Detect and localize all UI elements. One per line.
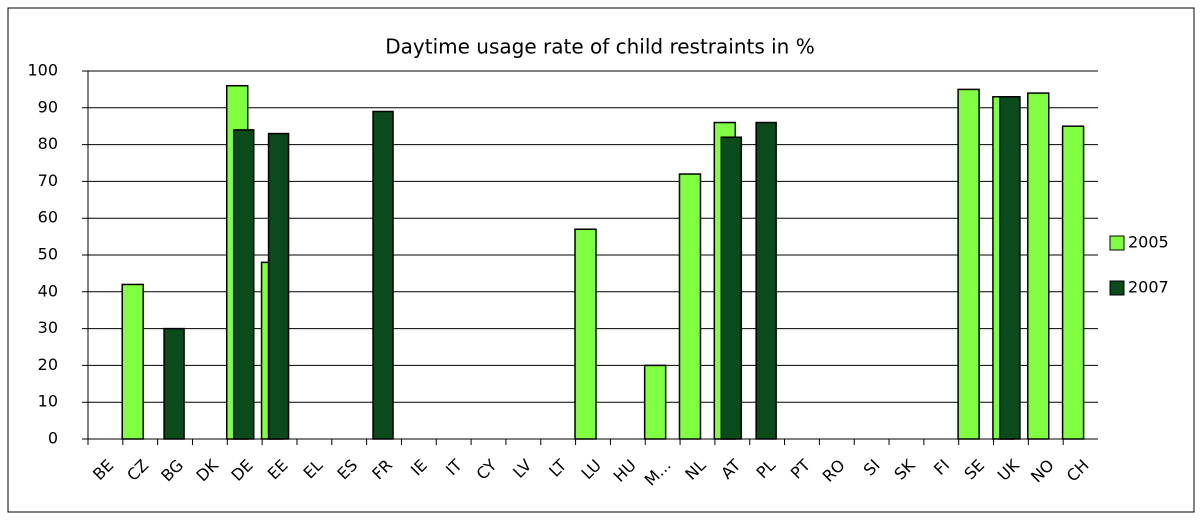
bar bbox=[1061, 125, 1085, 440]
y-tick-label: 0 bbox=[48, 429, 58, 448]
bar bbox=[121, 283, 144, 440]
y-tick-label: 90 bbox=[38, 97, 58, 116]
bar bbox=[574, 228, 597, 440]
bar bbox=[232, 129, 255, 440]
y-tick-label: 10 bbox=[38, 392, 58, 411]
y-tick-label: 50 bbox=[38, 245, 58, 264]
bar bbox=[267, 132, 290, 440]
chart-title: Daytime usage rate of child restraints i… bbox=[385, 35, 814, 59]
legend-label: 2005 bbox=[1128, 233, 1169, 252]
y-tick-label: 70 bbox=[38, 171, 58, 190]
legend-swatch bbox=[1109, 280, 1125, 296]
bar bbox=[163, 327, 185, 440]
legend-label: 2007 bbox=[1128, 278, 1169, 297]
y-tick-label: 100 bbox=[27, 61, 58, 80]
y-tick-label: 30 bbox=[38, 318, 58, 337]
bar bbox=[755, 121, 777, 440]
bar bbox=[957, 88, 980, 440]
y-tick-label: 40 bbox=[38, 281, 58, 300]
bar bbox=[643, 364, 667, 440]
y-tick-label: 80 bbox=[38, 134, 58, 153]
legend-swatch bbox=[1109, 235, 1125, 251]
bar bbox=[999, 96, 1021, 440]
bar bbox=[720, 136, 743, 440]
y-tick-label: 20 bbox=[38, 355, 58, 374]
bar bbox=[1027, 92, 1050, 440]
bar bbox=[372, 110, 394, 440]
bar bbox=[678, 173, 702, 440]
y-tick-label: 60 bbox=[38, 208, 58, 227]
